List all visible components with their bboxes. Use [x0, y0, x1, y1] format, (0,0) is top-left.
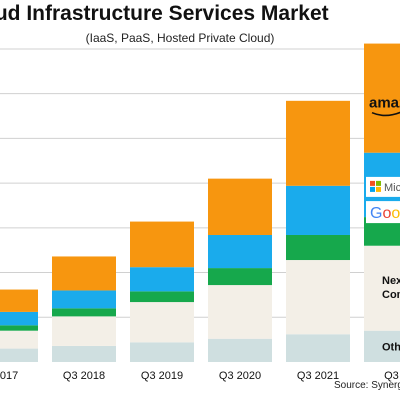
- source-note: Source: Synerg: [334, 380, 400, 391]
- bar-segment-next-compa-q3-2019: [130, 302, 194, 343]
- series-labels: amaz Micr Goog Next Compa Othe: [366, 95, 400, 353]
- bar-segment-amazon-q3-2020: [208, 178, 272, 235]
- microsoft-label: Micr: [384, 182, 400, 194]
- next-companies-label: Next: [382, 275, 400, 287]
- bar-segment-others-2017: [0, 348, 38, 362]
- bar-segment-google-q3-2019: [130, 291, 194, 303]
- x-tick-label: Q3 2018: [63, 370, 105, 382]
- x-tick-label: Q3 2: [384, 370, 400, 382]
- bar-segment-others-q3-2021: [286, 334, 350, 362]
- bar-segment-next-compa-q3-2018: [52, 316, 116, 346]
- bar-segment-amazon-2017: [0, 289, 38, 312]
- x-tick-label: Q3 2021: [297, 370, 339, 382]
- bar-segment-amazon-q3-2021: [286, 100, 350, 186]
- google-label: Goog: [370, 205, 400, 222]
- x-tick-label: Q3 2020: [219, 370, 261, 382]
- bars: [0, 43, 400, 362]
- bar-segment-others-q3-2019: [130, 342, 194, 362]
- bar-segment-micro-q3-2019: [130, 267, 194, 292]
- amazon-smile-icon: [371, 111, 400, 117]
- chart-subtitle: (IaaS, PaaS, Hosted Private Cloud): [85, 31, 275, 45]
- bar-segment-others-q3-2018: [52, 345, 116, 362]
- bar-segment-micro-q3-2018: [52, 290, 116, 309]
- bar-segment-google-q3-2018: [52, 308, 116, 317]
- amazon-label: amaz: [369, 95, 400, 112]
- bar-segment-amazon-q3-2019: [130, 221, 194, 268]
- bar-segment-micro-q3-2021: [286, 185, 350, 235]
- bar-segment-others-q3-2: [364, 330, 400, 362]
- bar-segment-next-compa-q3-2: [364, 245, 400, 331]
- bar-segment-amazon-q3-2: [364, 43, 400, 153]
- bar-segment-google-q3-2021: [286, 234, 350, 261]
- microsoft-logo-icon: [376, 186, 381, 192]
- bar-segment-next-compa-q3-2021: [286, 260, 350, 335]
- microsoft-logo-icon: [376, 180, 381, 186]
- bar-segment-next-compa-q3-2020: [208, 285, 272, 339]
- next-companies-label: Compa: [382, 289, 400, 301]
- microsoft-logo-icon: [370, 180, 375, 186]
- bar-segment-next-compa-2017: [0, 330, 38, 349]
- chart-title: oud Infrastructure Services Market: [0, 2, 329, 25]
- bar-segment-micro-2017: [0, 311, 38, 326]
- bar-segment-google-q3-2020: [208, 268, 272, 286]
- bar-segment-google-2017: [0, 325, 38, 331]
- bar-segment-others-q3-2020: [208, 338, 272, 362]
- x-tick-label: 2017: [0, 370, 18, 382]
- google-logo-box: [366, 201, 400, 224]
- microsoft-logo-icon: [370, 186, 375, 192]
- bar-segment-amazon-q3-2018: [52, 256, 116, 291]
- x-tick-label: Q3 2019: [141, 370, 183, 382]
- bar-segment-micro-q3-2020: [208, 234, 272, 269]
- others-label: Othe: [382, 341, 400, 353]
- x-axis-labels: 2017 Q3 2018 Q3 2019 Q3 2020 Q3 2021 Q3 2: [0, 370, 400, 382]
